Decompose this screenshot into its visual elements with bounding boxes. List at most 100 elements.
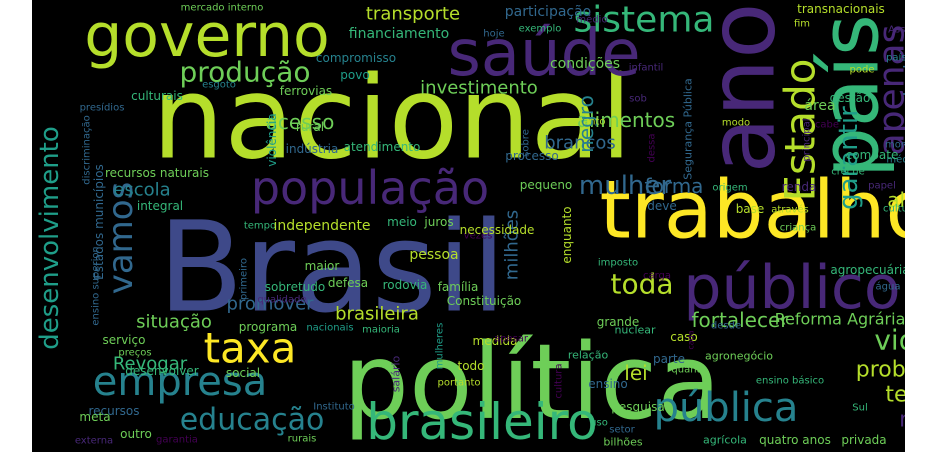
word-57: exemplo: [519, 24, 562, 35]
word-99: independente: [273, 218, 370, 234]
word-36: forma: [645, 174, 704, 198]
word-74: entanto: [567, 117, 606, 128]
word-63: Assim: [888, 25, 905, 36]
word-50: ferrovias: [280, 84, 332, 98]
word-18: produção: [179, 56, 310, 89]
word-116: água: [876, 281, 901, 293]
word-82: origem: [712, 183, 747, 194]
word-130: grande: [597, 315, 640, 329]
word-148: bilhões: [603, 436, 643, 449]
word-156: garantia: [156, 435, 198, 446]
word-9: população: [251, 161, 489, 215]
word-6: saúde: [447, 17, 640, 91]
word-124: social: [226, 366, 260, 380]
word-154: outro: [120, 427, 152, 441]
word-131: nuclear: [614, 324, 656, 337]
word-37: além: [887, 188, 905, 212]
word-137: ensino básico: [756, 375, 824, 387]
word-98: tempo: [244, 221, 276, 232]
word-49: povo: [340, 68, 369, 82]
word-67: principal: [802, 118, 813, 161]
word-96: integral: [137, 199, 183, 213]
word-122: preços: [118, 348, 151, 359]
word-40: situação: [136, 312, 212, 333]
word-33: brancos: [544, 133, 616, 154]
word-145: pesquisa: [611, 400, 664, 414]
word-26: problema: [856, 358, 905, 383]
word-1: nacional: [152, 52, 632, 185]
word-19: vamos: [101, 182, 141, 295]
word-157: rurais: [288, 434, 317, 445]
word-35: acesso: [266, 110, 335, 134]
word-126: mulheres: [435, 323, 446, 370]
word-86: deve: [647, 199, 676, 213]
word-41: promover: [226, 294, 314, 315]
word-104: enquanto: [560, 206, 574, 263]
word-128: apesar: [494, 334, 529, 345]
word-60: transnacionais: [797, 2, 885, 16]
word-134: cada: [687, 330, 696, 349]
word-12: empresa: [93, 359, 268, 405]
word-146: uso: [590, 418, 608, 429]
word-121: serviço: [103, 333, 146, 347]
word-66: Segurança Pública: [682, 78, 695, 180]
word-13: taxa: [204, 324, 297, 373]
word-0: Brasil: [158, 196, 506, 341]
word-150: quatro anos: [759, 433, 831, 447]
word-79: papel: [868, 181, 896, 192]
word-144: cultura: [554, 363, 565, 398]
word-125: salário: [390, 355, 403, 392]
word-76: sobre: [521, 129, 532, 157]
word-123: desenvolver: [125, 364, 199, 378]
word-42: brasileira: [335, 304, 419, 325]
word-88: pequeno: [520, 178, 573, 192]
word-97: ensino superior: [91, 247, 102, 325]
word-48: compromisso: [316, 51, 396, 65]
word-10: brasileiro: [366, 393, 597, 451]
word-73: modo: [722, 118, 750, 129]
word-11: Estado: [776, 59, 825, 202]
word-107: primeiro: [239, 258, 250, 300]
word-138: recursos: [88, 404, 139, 418]
word-102: vezes: [464, 231, 493, 242]
word-72: cabe: [815, 120, 839, 131]
word-132: caso: [670, 330, 698, 344]
word-101: juros: [423, 215, 453, 229]
word-56: médio: [576, 14, 607, 26]
word-114: carga: [643, 271, 671, 282]
word-142: ensino: [588, 377, 628, 391]
word-20: desenvolvimento: [35, 126, 65, 350]
word-84: através: [771, 204, 809, 216]
word-108: sobretudo: [265, 280, 326, 294]
word-92: violência: [265, 113, 279, 166]
word-113: imposto: [598, 258, 638, 269]
word-53: presídios: [80, 102, 125, 114]
word-110: rodovia: [383, 278, 428, 292]
word-69: morte: [885, 140, 905, 151]
word-95: Estados municípios: [92, 164, 106, 280]
word-55: hoje: [483, 29, 504, 40]
word-75: sob: [629, 94, 647, 105]
word-139: Instituto: [313, 402, 355, 413]
word-16: sistema: [574, 0, 715, 41]
word-38: fortalecer: [692, 308, 790, 332]
word-31: transporte: [366, 4, 460, 25]
word-133: desde: [711, 321, 741, 332]
word-5: trabalho: [600, 164, 905, 257]
word-59: infantil: [629, 63, 664, 74]
word-119: nacionais: [306, 323, 353, 334]
word-106: maior: [305, 259, 340, 273]
word-135: parte: [653, 352, 685, 366]
word-91: rural: [296, 120, 324, 134]
word-28: mil: [899, 408, 905, 433]
word-25: toda: [610, 268, 673, 301]
word-47: participação: [505, 4, 592, 20]
word-129: relação: [568, 349, 609, 362]
word-87: processo: [505, 149, 558, 163]
word-93: discriminação: [82, 115, 93, 184]
word-151: privada: [841, 433, 886, 447]
word-85: base: [736, 202, 765, 216]
word-27: terra: [885, 383, 905, 408]
word-120: maioria: [362, 325, 400, 336]
